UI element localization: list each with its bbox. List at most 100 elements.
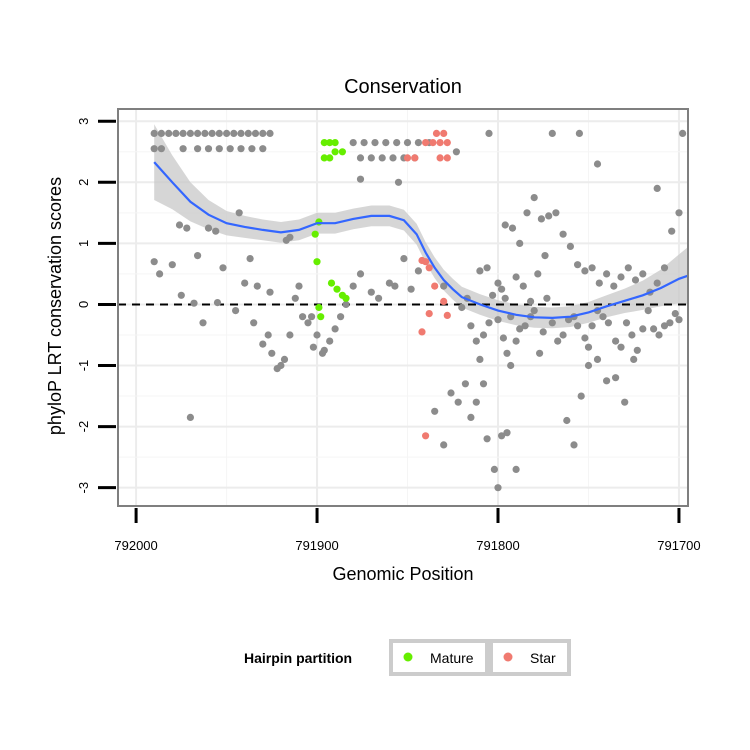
point-other	[566, 242, 575, 250]
point-mature	[326, 139, 334, 147]
point-other	[503, 429, 511, 437]
point-other	[498, 432, 506, 440]
chart-title: Conservation	[344, 76, 462, 98]
point-mature	[315, 303, 323, 312]
point-other	[264, 331, 272, 339]
point-other	[494, 316, 502, 324]
point-star	[443, 311, 451, 319]
point-mature	[326, 154, 334, 162]
point-other	[393, 139, 401, 147]
point-other	[304, 319, 312, 327]
point-star	[425, 310, 433, 318]
legend-title: Hairpin partition	[244, 650, 352, 666]
point-other	[671, 310, 679, 318]
point-other	[286, 233, 294, 241]
point-star	[440, 297, 448, 305]
point-other	[199, 319, 207, 327]
legend-swatch-mature	[403, 652, 413, 662]
point-other	[541, 252, 549, 260]
point-other	[588, 264, 596, 272]
point-other	[472, 398, 480, 406]
point-other	[527, 297, 535, 305]
point-other	[503, 349, 511, 357]
point-other	[183, 224, 191, 232]
point-other	[367, 288, 375, 296]
point-other	[356, 270, 365, 278]
point-other	[179, 129, 187, 137]
x-tick-label: 791800	[476, 538, 519, 553]
point-other	[543, 294, 551, 302]
point-other	[595, 279, 603, 287]
point-other	[563, 416, 571, 425]
point-other	[266, 129, 274, 137]
y-axis-title: phyloP LRT conservation scores	[45, 177, 65, 435]
point-star	[443, 154, 451, 162]
point-other	[385, 279, 393, 287]
point-other	[320, 346, 328, 354]
point-other	[539, 328, 547, 336]
point-other	[378, 154, 386, 162]
point-star	[422, 139, 430, 147]
point-other	[631, 276, 640, 284]
point-other	[179, 145, 187, 153]
point-other	[394, 178, 403, 186]
point-mature	[331, 148, 339, 156]
point-other	[552, 209, 560, 217]
point-other	[156, 270, 164, 278]
point-other	[250, 319, 258, 327]
data-points	[150, 129, 687, 492]
point-other	[431, 407, 439, 415]
point-other	[650, 325, 658, 333]
point-other	[244, 129, 252, 137]
point-other	[519, 282, 527, 290]
point-other	[299, 313, 307, 321]
point-other	[536, 349, 544, 357]
point-other	[215, 145, 223, 153]
y-tick-label: 3	[76, 118, 91, 125]
point-other	[501, 221, 509, 229]
point-other	[157, 145, 165, 153]
point-other	[461, 380, 469, 388]
point-other	[617, 343, 625, 351]
point-other	[554, 337, 562, 345]
point-other	[308, 313, 316, 321]
y-tick-label: -1	[76, 360, 91, 372]
point-other	[534, 270, 542, 278]
point-other	[230, 129, 238, 137]
point-other	[621, 398, 629, 406]
point-other	[382, 139, 390, 147]
point-other	[479, 380, 488, 388]
point-other	[577, 392, 585, 400]
point-star	[432, 129, 441, 137]
point-other	[653, 184, 661, 192]
x-tick-label: 791700	[657, 538, 700, 553]
point-star	[425, 264, 433, 272]
legend-swatch-star	[503, 652, 513, 662]
point-other	[150, 258, 158, 266]
point-other	[251, 129, 260, 137]
point-other	[295, 282, 303, 290]
point-star	[422, 432, 430, 440]
point-other	[521, 322, 529, 330]
point-other	[360, 139, 368, 147]
point-other	[508, 224, 517, 232]
point-other	[622, 319, 631, 327]
y-tick-label: 1	[76, 240, 91, 247]
point-other	[356, 175, 365, 183]
legend-label-star: Star	[530, 650, 556, 666]
y-tick-label: -3	[76, 482, 91, 494]
point-other	[630, 355, 638, 363]
point-other	[581, 267, 589, 275]
point-other	[223, 129, 231, 137]
point-other	[414, 267, 422, 275]
point-star	[431, 282, 439, 290]
point-other	[253, 282, 261, 290]
point-other	[512, 465, 520, 473]
point-other	[485, 129, 493, 137]
plot-frame	[117, 108, 689, 507]
point-other	[342, 300, 350, 308]
point-other	[483, 435, 491, 443]
point-other	[204, 145, 213, 153]
confidence-band	[154, 124, 688, 329]
point-other	[268, 349, 276, 357]
